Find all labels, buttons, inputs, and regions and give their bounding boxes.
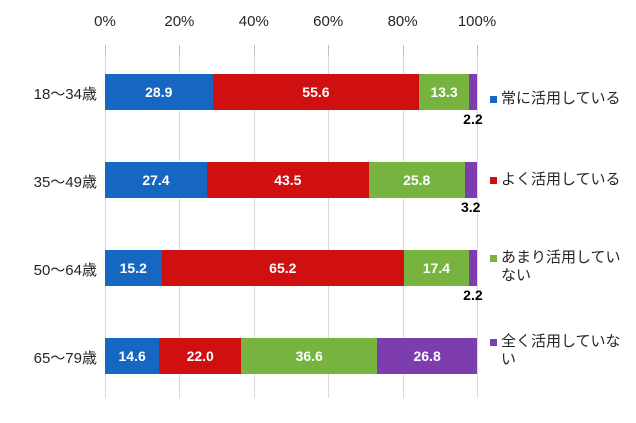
- tick-mark: [179, 45, 181, 56]
- bar-row: 28.9 55.6 13.3: [105, 74, 477, 110]
- bar-value-label-outside: 3.2: [460, 199, 481, 215]
- x-axis-tick-label: 0%: [94, 13, 116, 30]
- legend-label: 常に活用している: [501, 90, 621, 107]
- bar-row: 15.2 65.2 17.4: [105, 250, 477, 286]
- legend-label: よく活用している: [501, 171, 621, 188]
- bar-value-label: 14.6: [118, 348, 146, 364]
- bar-segment: 27.4: [105, 162, 207, 198]
- tick-mark: [402, 45, 404, 56]
- category-label: 65〜79歳: [33, 350, 97, 367]
- legend-item: あまり活用していない: [490, 249, 631, 285]
- bar-row: 14.6 22.0 36.6 26.8: [105, 338, 477, 374]
- legend-item: 常に活用している: [490, 90, 631, 108]
- tick-mark: [328, 45, 330, 56]
- bar-value-label: 43.5: [274, 172, 302, 188]
- bar-segment: 36.6: [241, 338, 378, 374]
- bar-segment: [468, 250, 477, 286]
- legend-item: 全く活用していない: [490, 333, 631, 369]
- bar-segment: 17.4: [404, 250, 469, 286]
- bar-value-label: 25.8: [403, 172, 431, 188]
- bar-value-label: 27.4: [142, 172, 170, 188]
- legend-label: あまり活用していない: [501, 249, 621, 284]
- legend-label: 全く活用していない: [501, 333, 621, 368]
- bar-segment: 22.0: [159, 338, 242, 374]
- bar-value-label: 17.4: [422, 260, 451, 276]
- gridline: [477, 45, 478, 398]
- legend: 常に活用している よく活用しているあまり活用していない 全く活用していない: [488, 0, 636, 423]
- bar-row: 27.4 43.5 25.8: [105, 162, 477, 198]
- bar-value-label: 22.0: [186, 348, 214, 364]
- tick-mark: [105, 45, 106, 56]
- legend-swatch-icon: [490, 96, 497, 103]
- bar-segment: [464, 162, 477, 198]
- legend-swatch-icon: [490, 255, 497, 262]
- legend-swatch-icon: [490, 177, 497, 184]
- x-axis-tick-label: 40%: [238, 13, 269, 30]
- bar-segment: 65.2: [161, 250, 405, 286]
- bar-value-label-outside: 2.2: [463, 287, 483, 303]
- legend-item: よく活用している: [490, 171, 631, 189]
- category-label: 50〜64歳: [33, 262, 97, 279]
- category-label: 18〜34歳: [33, 86, 97, 103]
- x-axis-tick-label: 60%: [313, 13, 344, 30]
- bar-segment: 28.9: [105, 74, 213, 110]
- gridline: [328, 45, 330, 398]
- bar-value-label: 55.6: [302, 84, 330, 100]
- gridline: [179, 45, 181, 398]
- tick-mark: [477, 45, 478, 56]
- x-axis-tick-label: 20%: [164, 13, 195, 30]
- bar-value-label-outside: 2.2: [463, 111, 483, 127]
- bar-segment: 55.6: [212, 74, 420, 110]
- x-axis-tick-label: 100%: [457, 13, 497, 30]
- tick-mark: [253, 45, 255, 56]
- x-axis-tick-label: 80%: [387, 13, 418, 30]
- bar-value-label: 26.8: [413, 348, 441, 364]
- bar-value-label: 13.3: [430, 84, 458, 100]
- bar-value-label: 28.9: [145, 84, 173, 100]
- bar-segment: 14.6: [105, 338, 160, 374]
- bar-value-label: 65.2: [269, 260, 297, 276]
- bar-segment: 26.8: [377, 338, 477, 374]
- bar-value-label: 36.6: [295, 348, 323, 364]
- bar-segment: [468, 74, 477, 110]
- bar-segment: 25.8: [368, 162, 465, 198]
- legend-swatch-icon: [490, 339, 497, 346]
- category-label: 35〜49歳: [33, 174, 97, 191]
- gridline: [253, 45, 255, 398]
- bar-segment: 43.5: [206, 162, 369, 198]
- gridline: [105, 45, 106, 398]
- bar-segment: 15.2: [105, 250, 162, 286]
- bar-segment: 13.3: [419, 74, 469, 110]
- gridline: [402, 45, 404, 398]
- bar-value-label: 15.2: [119, 260, 147, 276]
